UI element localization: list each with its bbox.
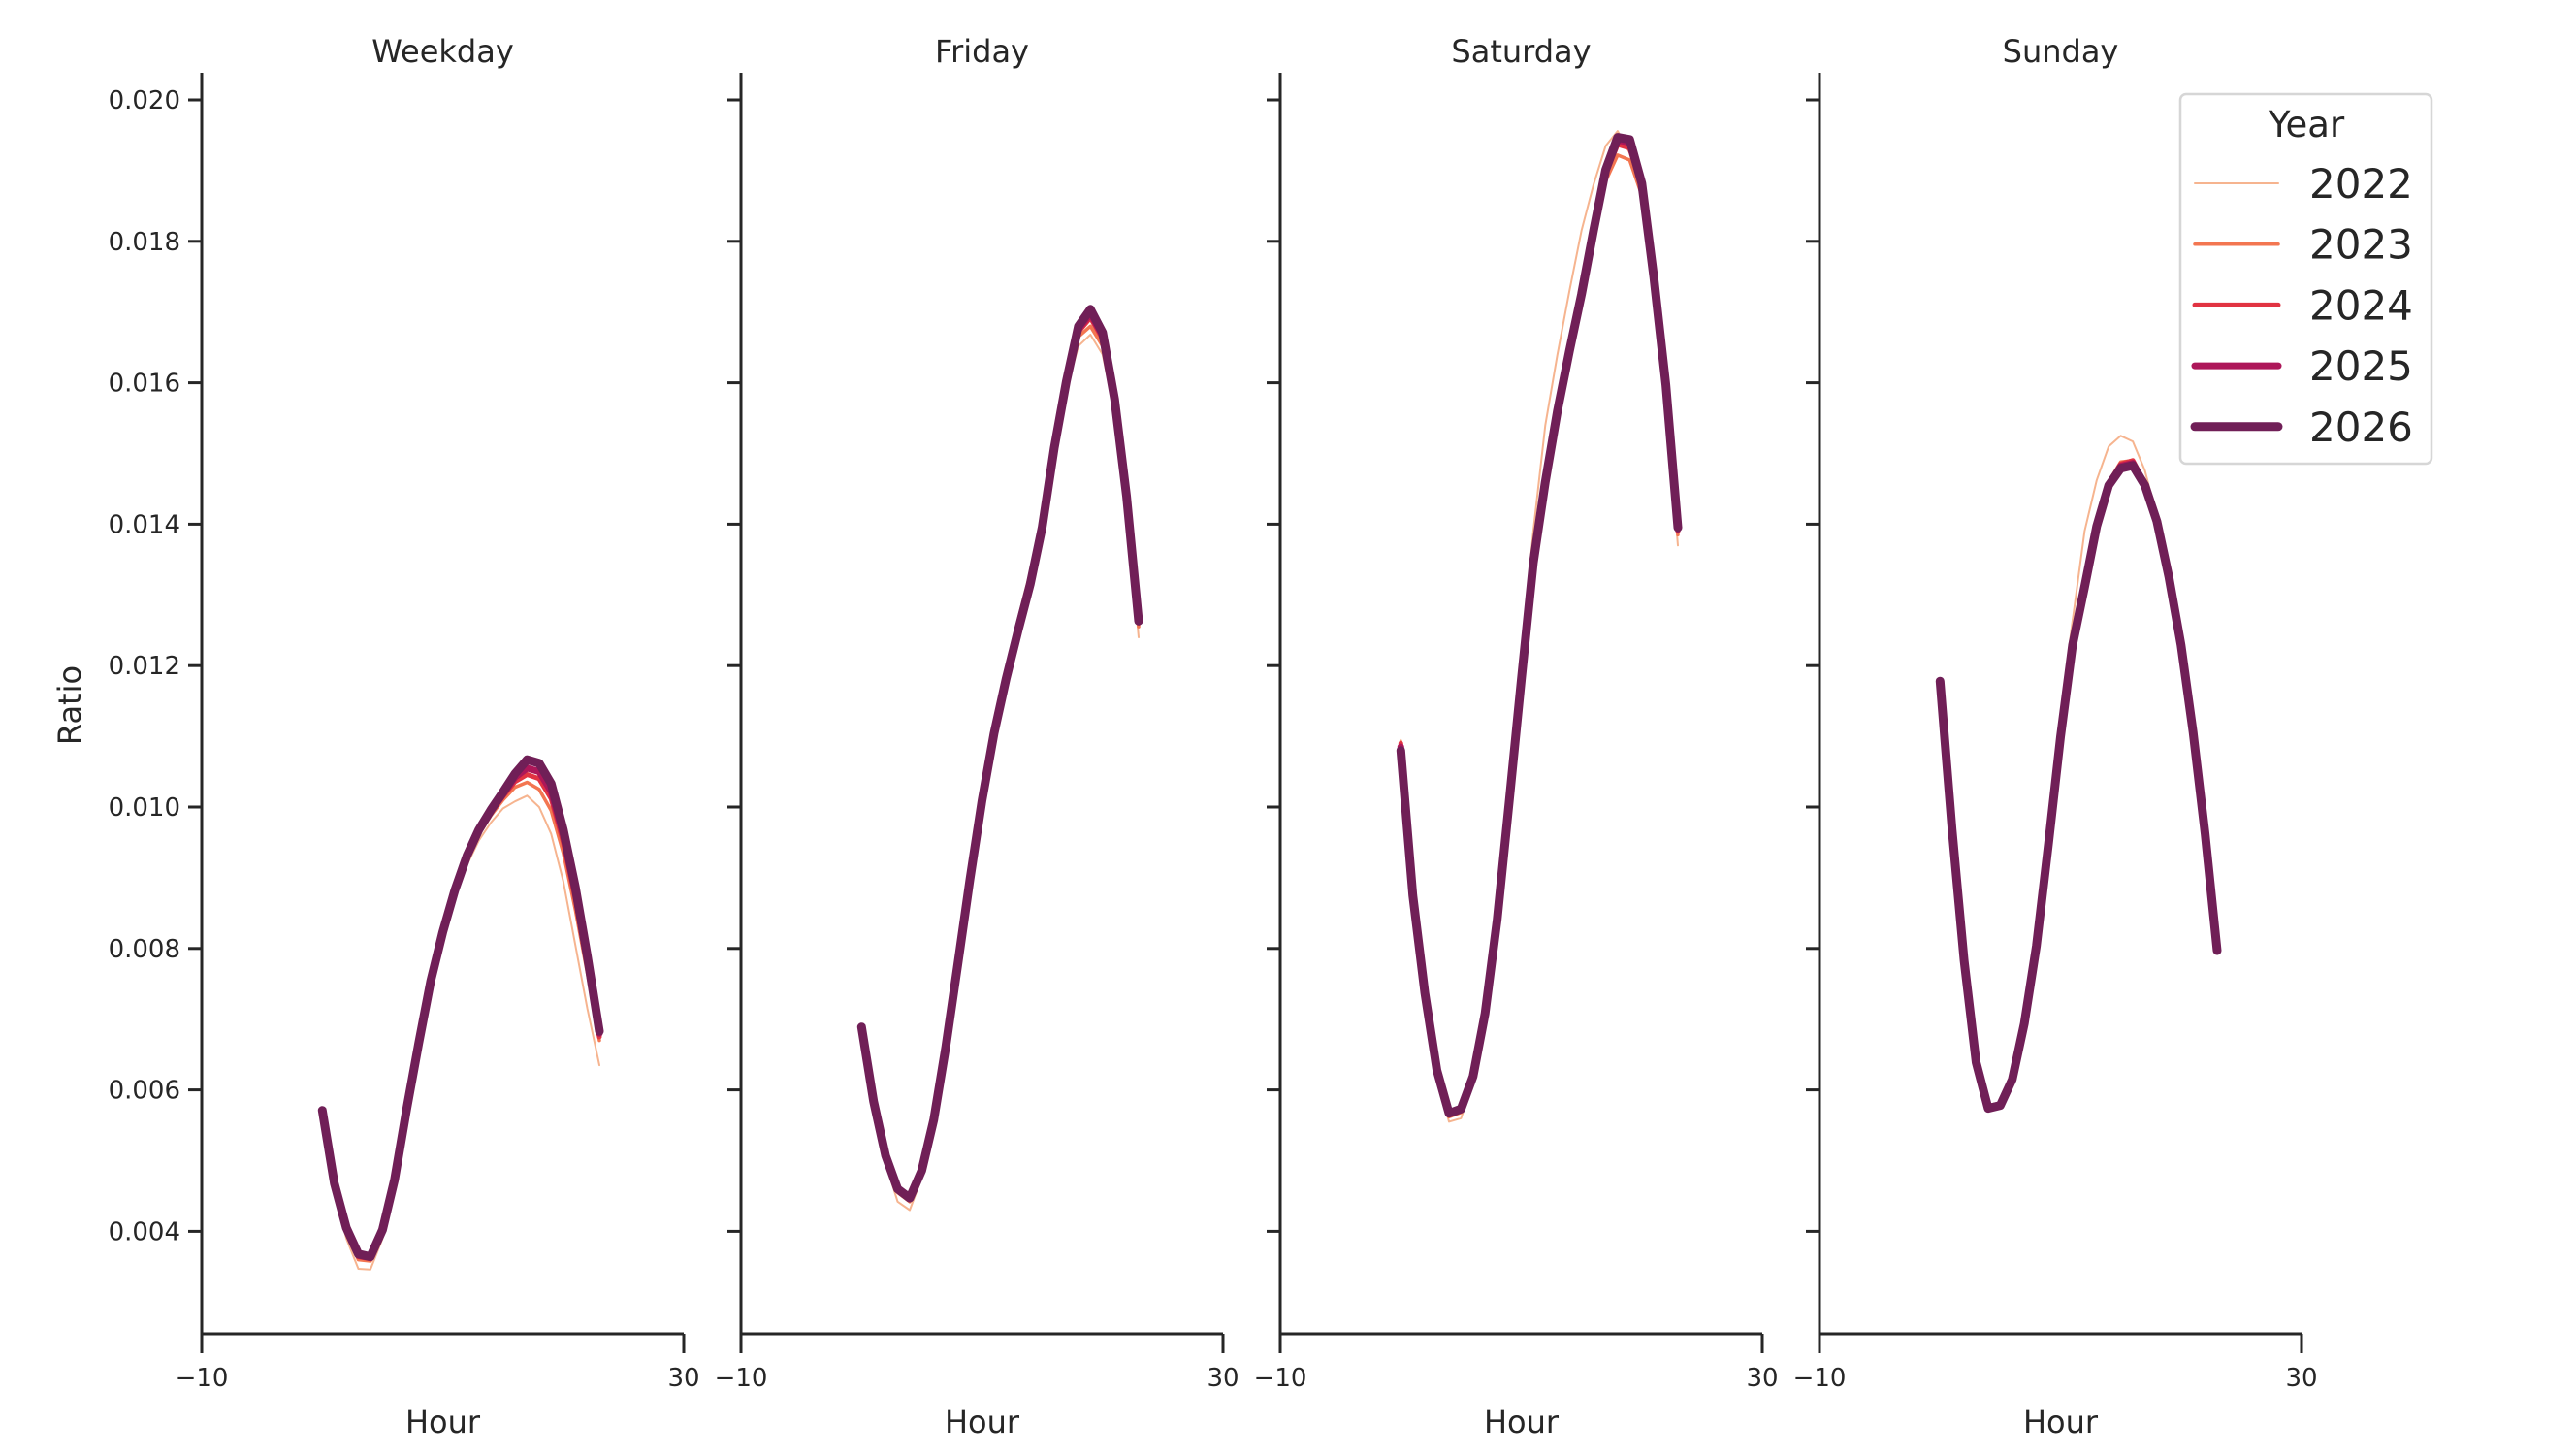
x-axis-label: Hour <box>1484 1404 1560 1440</box>
legend-entries: 2022 2023 2024 2025 2026 <box>2190 160 2413 451</box>
legend: Year 2022 2023 2024 2025 2026 <box>2178 92 2433 466</box>
legend-label: 2025 <box>2309 342 2413 390</box>
y-tick-label: 0.004 <box>109 1217 180 1246</box>
panel-title: Weekday <box>371 33 514 70</box>
y-axis-label: Ratio <box>51 665 88 745</box>
legend-entry-2026: 2026 <box>2190 404 2413 451</box>
legend-entry-2024: 2024 <box>2192 281 2413 329</box>
series-line-2024 <box>1937 458 2220 1109</box>
x-tick-label: −10 <box>715 1364 768 1393</box>
series-line-2025 <box>857 309 1143 1203</box>
y-tick-label: 0.020 <box>109 86 180 115</box>
series-line-2023 <box>320 780 601 1263</box>
x-tick-label: 30 <box>2285 1364 2317 1393</box>
legend-label: 2026 <box>2309 404 2413 451</box>
legend-label: 2024 <box>2309 281 2413 329</box>
x-axis-label: Hour <box>945 1404 1020 1440</box>
series-line-2026 <box>1935 461 2222 1114</box>
panel-saturday: Saturday −10 30 Hour <box>1254 33 1779 1440</box>
series-line-2025 <box>1397 137 1682 1117</box>
panel-title: Sunday <box>2003 33 2119 70</box>
series-line-2023 <box>1938 459 2219 1108</box>
series-line-2026 <box>317 755 604 1262</box>
panel-title: Friday <box>935 33 1029 70</box>
series-line-2022 <box>860 334 1140 1212</box>
y-tick-label: 0.012 <box>109 652 180 681</box>
chart-panels: Weekday 0.004 0.006 0.008 0.010 0.012 0.014 0.0… <box>109 33 2318 1440</box>
x-tick-label: −10 <box>1793 1364 1847 1393</box>
x-tick-label: 30 <box>1746 1364 1778 1393</box>
legend-entry-2023: 2023 <box>2193 221 2413 269</box>
x-tick-label: −10 <box>176 1364 229 1393</box>
series-line-2022 <box>1939 435 2218 1109</box>
panel-weekday: Weekday 0.004 0.006 0.008 0.010 0.012 0.014 0.0… <box>109 33 700 1440</box>
series-line-2023 <box>859 324 1141 1204</box>
panel-sunday: Sunday −10 30 Hour <box>1793 33 2318 1440</box>
series-line-2022 <box>1400 130 1679 1123</box>
x-axis-label: Hour <box>2023 1404 2099 1440</box>
series-line-2024 <box>858 315 1142 1203</box>
series-line-2024 <box>319 772 602 1262</box>
series-line-2025 <box>318 764 603 1261</box>
legend-entry-2022: 2022 <box>2194 160 2413 208</box>
legend-label: 2023 <box>2309 221 2413 269</box>
y-tick-label: 0.018 <box>109 228 180 257</box>
legend-label: 2022 <box>2309 160 2413 208</box>
panel-title: Saturday <box>1451 33 1591 70</box>
x-axis-label: Hour <box>405 1404 481 1440</box>
y-tick-label: 0.006 <box>109 1077 180 1106</box>
legend-frame <box>2178 92 2433 466</box>
series-line-2026 <box>856 305 1143 1203</box>
legend-entry-2025: 2025 <box>2191 342 2413 390</box>
y-tick-label: 0.008 <box>109 935 180 964</box>
series-line-2026 <box>1396 133 1683 1118</box>
y-tick-label: 0.010 <box>109 793 180 823</box>
series-line-2024 <box>1398 142 1681 1117</box>
y-tick-label: 0.014 <box>109 510 180 539</box>
series-line-2023 <box>1399 153 1680 1119</box>
legend-title: Year <box>2268 104 2345 146</box>
y-tick-label: 0.016 <box>109 370 180 399</box>
x-tick-label: −10 <box>1254 1364 1307 1393</box>
series-line-2025 <box>1936 460 2221 1112</box>
x-tick-label: 30 <box>667 1364 699 1393</box>
x-tick-label: 30 <box>1207 1364 1239 1393</box>
panel-friday: Friday −10 30 Hour <box>715 33 1240 1440</box>
